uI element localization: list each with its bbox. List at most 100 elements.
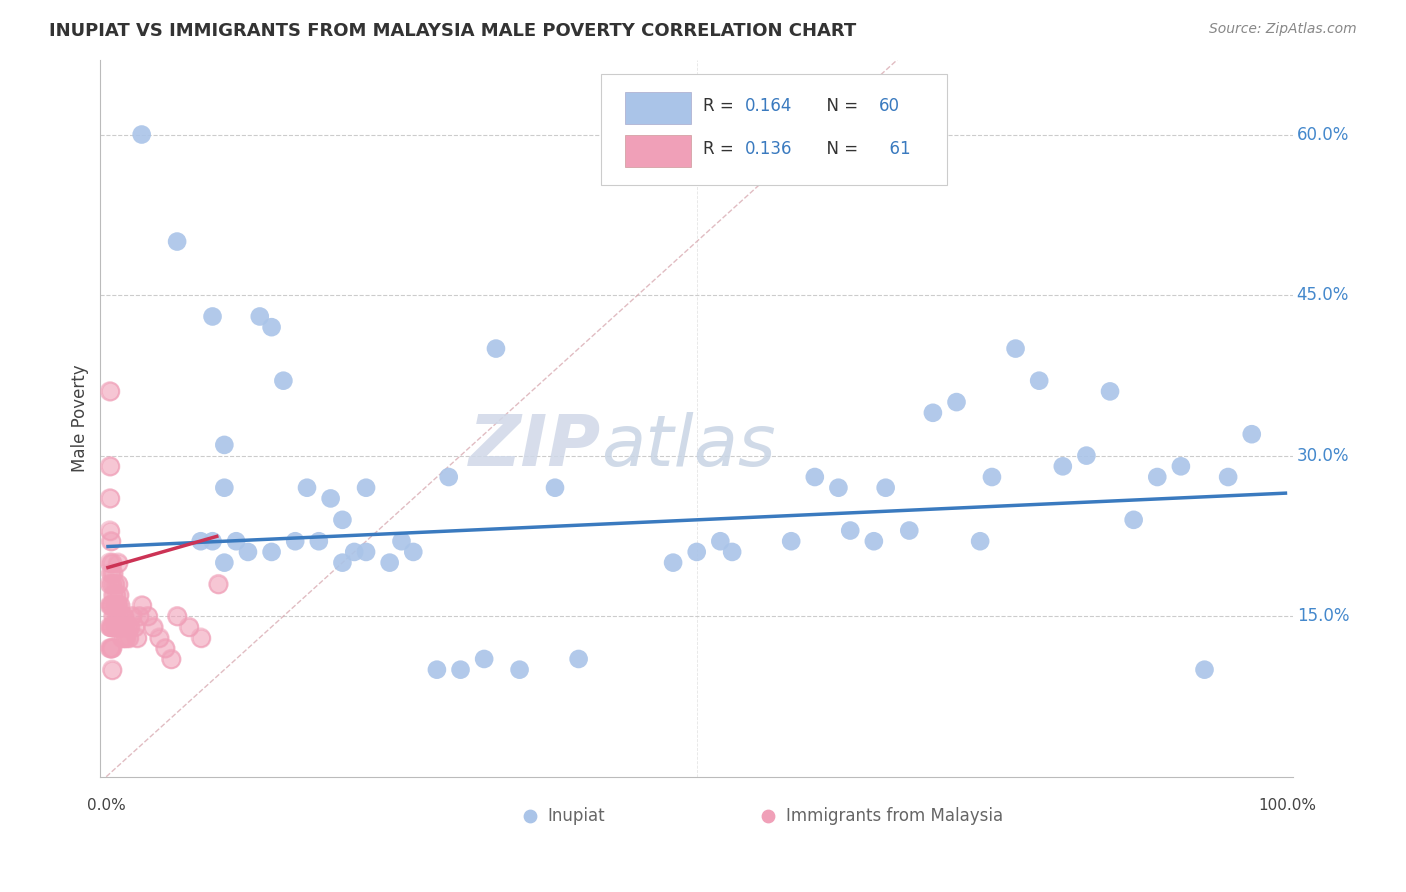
Point xyxy=(131,599,153,613)
Point xyxy=(98,641,121,656)
Point xyxy=(1028,374,1050,388)
Point xyxy=(101,620,124,634)
Point xyxy=(107,599,129,613)
FancyBboxPatch shape xyxy=(602,74,948,186)
Point xyxy=(101,641,124,656)
Point xyxy=(160,652,183,666)
Point xyxy=(214,438,236,452)
Point xyxy=(108,588,131,602)
Point xyxy=(103,566,125,581)
Point xyxy=(112,631,135,645)
Point xyxy=(485,342,508,356)
Point xyxy=(1004,342,1026,356)
Point xyxy=(544,481,567,495)
Point xyxy=(115,631,138,645)
Point xyxy=(136,609,159,624)
Point xyxy=(118,620,141,634)
Bar xyxy=(626,135,690,167)
Point xyxy=(804,470,827,484)
Point xyxy=(118,620,141,634)
Text: Source: ZipAtlas.com: Source: ZipAtlas.com xyxy=(1209,22,1357,37)
Text: 61: 61 xyxy=(879,140,911,158)
Point xyxy=(354,545,377,559)
Point xyxy=(260,320,283,334)
Point xyxy=(124,620,146,634)
Point xyxy=(103,588,125,602)
Point xyxy=(100,641,122,656)
Point xyxy=(177,620,200,634)
Text: 0.136: 0.136 xyxy=(744,140,792,158)
Point xyxy=(155,641,177,656)
Point xyxy=(118,631,141,645)
Point xyxy=(190,534,212,549)
Point xyxy=(103,577,125,591)
Point xyxy=(117,620,139,634)
Point xyxy=(177,620,200,634)
Point xyxy=(236,545,259,559)
Text: 30.0%: 30.0% xyxy=(1296,447,1350,465)
Point xyxy=(273,374,295,388)
Point xyxy=(402,545,425,559)
Point xyxy=(201,310,224,324)
Point xyxy=(148,631,170,645)
Point xyxy=(103,599,125,613)
Point xyxy=(437,470,460,484)
Point xyxy=(110,631,132,645)
Point xyxy=(100,641,122,656)
Point xyxy=(121,609,143,624)
Point xyxy=(107,577,129,591)
Point xyxy=(875,481,897,495)
Text: atlas: atlas xyxy=(602,412,776,482)
Point xyxy=(103,620,125,634)
Point xyxy=(101,620,124,634)
Point xyxy=(98,620,121,634)
Text: Immigrants from Malaysia: Immigrants from Malaysia xyxy=(786,807,1004,825)
Point xyxy=(207,577,229,591)
Point xyxy=(125,631,148,645)
Text: 0.164: 0.164 xyxy=(744,97,792,115)
Y-axis label: Male Poverty: Male Poverty xyxy=(72,364,89,472)
Text: 100.0%: 100.0% xyxy=(1258,798,1316,814)
Text: 15.0%: 15.0% xyxy=(1296,607,1350,625)
Point xyxy=(568,652,591,666)
Point xyxy=(148,631,170,645)
Text: Inupiat: Inupiat xyxy=(547,807,605,825)
Point xyxy=(295,481,318,495)
Point xyxy=(108,609,131,624)
Point xyxy=(509,663,531,677)
Point xyxy=(117,620,139,634)
Point xyxy=(969,534,991,549)
Point xyxy=(131,128,153,142)
Point xyxy=(378,556,401,570)
Point xyxy=(98,577,121,591)
Point xyxy=(1076,449,1098,463)
Point xyxy=(98,556,121,570)
Point xyxy=(354,481,377,495)
Point xyxy=(308,534,330,549)
Point xyxy=(124,620,146,634)
Point xyxy=(225,534,247,549)
Point xyxy=(98,459,121,474)
Point xyxy=(104,588,127,602)
Text: 0.0%: 0.0% xyxy=(87,798,125,814)
Point xyxy=(105,620,128,634)
Point xyxy=(662,556,685,570)
Point xyxy=(426,663,449,677)
Point xyxy=(780,534,803,549)
Point xyxy=(108,588,131,602)
Point xyxy=(214,556,236,570)
Text: INUPIAT VS IMMIGRANTS FROM MALAYSIA MALE POVERTY CORRELATION CHART: INUPIAT VS IMMIGRANTS FROM MALAYSIA MALE… xyxy=(49,22,856,40)
Point xyxy=(98,524,121,538)
Point xyxy=(1052,459,1074,474)
Point xyxy=(1194,663,1216,677)
Point xyxy=(142,620,165,634)
Point xyxy=(104,609,127,624)
Point xyxy=(112,609,135,624)
Bar xyxy=(626,92,690,124)
Point xyxy=(190,631,212,645)
Point xyxy=(100,620,122,634)
Point xyxy=(98,491,121,506)
Point xyxy=(249,310,271,324)
Point xyxy=(104,609,127,624)
Point xyxy=(450,663,472,677)
